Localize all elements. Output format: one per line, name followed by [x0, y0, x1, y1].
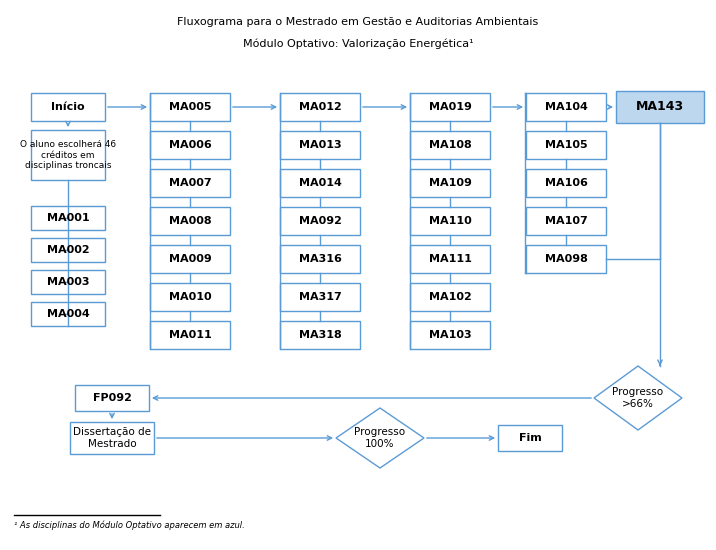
- FancyBboxPatch shape: [526, 245, 606, 273]
- Text: MA008: MA008: [169, 216, 211, 226]
- FancyBboxPatch shape: [31, 130, 105, 180]
- Text: MA005: MA005: [169, 102, 211, 112]
- Text: MA110: MA110: [429, 216, 471, 226]
- FancyBboxPatch shape: [150, 93, 230, 121]
- Text: Início: Início: [51, 102, 84, 112]
- Text: MA092: MA092: [299, 216, 342, 226]
- Polygon shape: [336, 408, 424, 468]
- Text: FP092: FP092: [92, 393, 132, 403]
- Text: MA007: MA007: [169, 178, 211, 188]
- FancyBboxPatch shape: [410, 207, 490, 235]
- FancyBboxPatch shape: [31, 270, 105, 294]
- Text: MA106: MA106: [545, 178, 587, 188]
- Text: MA012: MA012: [299, 102, 342, 112]
- FancyBboxPatch shape: [280, 207, 360, 235]
- Text: MA019: MA019: [429, 102, 471, 112]
- Text: MA111: MA111: [429, 254, 471, 264]
- FancyBboxPatch shape: [150, 321, 230, 349]
- FancyBboxPatch shape: [150, 169, 230, 197]
- FancyBboxPatch shape: [410, 169, 490, 197]
- Text: MA104: MA104: [545, 102, 587, 112]
- Text: MA010: MA010: [169, 292, 211, 302]
- Text: Fluxograma para o Mestrado em Gestão e Auditorias Ambientais: Fluxograma para o Mestrado em Gestão e A…: [178, 17, 538, 27]
- FancyBboxPatch shape: [150, 207, 230, 235]
- Text: MA316: MA316: [299, 254, 342, 264]
- Text: MA108: MA108: [429, 140, 471, 150]
- FancyBboxPatch shape: [410, 321, 490, 349]
- FancyBboxPatch shape: [150, 245, 230, 273]
- FancyBboxPatch shape: [410, 283, 490, 311]
- Text: Fim: Fim: [518, 433, 541, 443]
- Text: O aluno escolherá 46
créditos em
disciplinas troncais: O aluno escolherá 46 créditos em discipl…: [20, 140, 116, 170]
- Text: MA003: MA003: [47, 277, 90, 287]
- FancyBboxPatch shape: [75, 385, 149, 411]
- FancyBboxPatch shape: [526, 207, 606, 235]
- Text: MA102: MA102: [429, 292, 471, 302]
- Text: MA011: MA011: [169, 330, 211, 340]
- FancyBboxPatch shape: [280, 245, 360, 273]
- FancyBboxPatch shape: [150, 283, 230, 311]
- Text: MA317: MA317: [299, 292, 342, 302]
- Text: MA318: MA318: [299, 330, 342, 340]
- FancyBboxPatch shape: [31, 93, 105, 121]
- Text: Dissertação de
Mestrado: Dissertação de Mestrado: [73, 427, 151, 449]
- Text: MA098: MA098: [545, 254, 587, 264]
- FancyBboxPatch shape: [280, 283, 360, 311]
- FancyBboxPatch shape: [31, 238, 105, 262]
- FancyBboxPatch shape: [31, 206, 105, 230]
- Text: ¹ As disciplinas do Módulo Optativo aparecem em azul.: ¹ As disciplinas do Módulo Optativo apar…: [14, 520, 245, 530]
- FancyBboxPatch shape: [410, 93, 490, 121]
- FancyBboxPatch shape: [280, 93, 360, 121]
- FancyBboxPatch shape: [280, 321, 360, 349]
- FancyBboxPatch shape: [526, 131, 606, 159]
- FancyBboxPatch shape: [410, 131, 490, 159]
- Text: MA006: MA006: [169, 140, 211, 150]
- Text: Progresso
>66%: Progresso >66%: [612, 387, 664, 409]
- FancyBboxPatch shape: [70, 422, 154, 454]
- FancyBboxPatch shape: [526, 169, 606, 197]
- Text: MA014: MA014: [299, 178, 342, 188]
- FancyBboxPatch shape: [410, 245, 490, 273]
- FancyBboxPatch shape: [498, 425, 562, 451]
- Text: MA001: MA001: [47, 213, 90, 223]
- Text: MA105: MA105: [545, 140, 587, 150]
- FancyBboxPatch shape: [526, 93, 606, 121]
- Text: MA009: MA009: [169, 254, 211, 264]
- Text: MA107: MA107: [545, 216, 587, 226]
- Text: MA002: MA002: [47, 245, 90, 255]
- FancyBboxPatch shape: [616, 91, 704, 123]
- Text: MA109: MA109: [429, 178, 471, 188]
- Text: MA143: MA143: [636, 101, 684, 113]
- FancyBboxPatch shape: [280, 131, 360, 159]
- Text: MA103: MA103: [429, 330, 471, 340]
- Text: MA013: MA013: [299, 140, 342, 150]
- FancyBboxPatch shape: [31, 302, 105, 326]
- Text: MA004: MA004: [47, 309, 90, 319]
- Polygon shape: [594, 366, 682, 430]
- FancyBboxPatch shape: [280, 169, 360, 197]
- FancyBboxPatch shape: [150, 131, 230, 159]
- Text: Módulo Optativo: Valorização Energética¹: Módulo Optativo: Valorização Energética¹: [243, 39, 473, 50]
- Text: Progresso
100%: Progresso 100%: [354, 427, 405, 449]
